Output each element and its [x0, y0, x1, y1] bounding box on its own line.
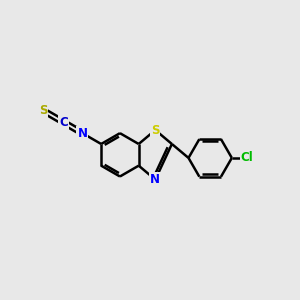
Text: N: N	[150, 173, 160, 186]
Text: Cl: Cl	[241, 152, 254, 164]
Text: S: S	[151, 124, 160, 136]
Text: C: C	[59, 116, 68, 129]
Text: S: S	[39, 104, 47, 117]
Text: N: N	[77, 127, 87, 140]
